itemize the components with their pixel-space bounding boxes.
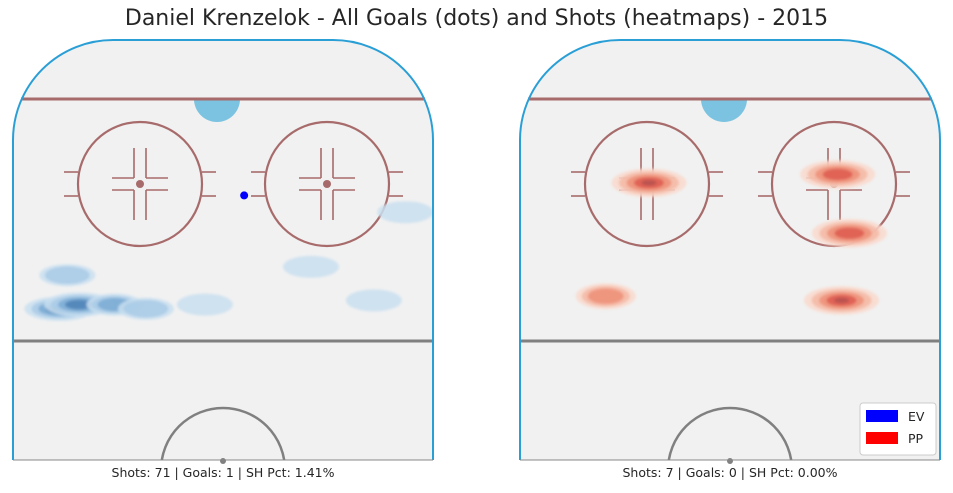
heat-contour [282, 255, 339, 278]
center-dot [220, 458, 226, 464]
center-circle [159, 406, 287, 460]
boards [519, 39, 941, 460]
center-circle [666, 406, 794, 460]
ice-surface [520, 40, 940, 460]
ice-surface [13, 40, 433, 460]
legend: EV PP [859, 402, 937, 456]
heat-contour [65, 299, 94, 310]
heat-contour [834, 297, 850, 304]
goal-dot [240, 191, 249, 200]
heat-contour [44, 266, 90, 285]
heat-contour [834, 227, 865, 239]
right-panel-caption: Shots: 7 | Goals: 0 | SH Pct: 0.00% [622, 465, 838, 480]
left-faceoff-circle [64, 120, 216, 248]
legend-label-pp: PP [908, 431, 924, 446]
legend-label-ev: EV [908, 409, 925, 424]
legend-swatch-ev [866, 410, 898, 422]
right-faceoff-circle [251, 120, 403, 248]
heat-contour [345, 289, 402, 312]
right-rink [519, 39, 941, 464]
heat-contour [822, 168, 853, 181]
boards [12, 39, 434, 460]
heat-contour [123, 300, 169, 318]
center-dot [727, 458, 733, 464]
heat-contour [176, 293, 233, 316]
heatmap-layer [575, 160, 887, 315]
legend-swatch-pp [866, 432, 898, 444]
heatmap-layer [24, 201, 433, 321]
chart-title: Daniel Krenzelok - All Goals (dots) and … [124, 6, 829, 31]
left-rink [12, 39, 434, 464]
heat-contour [377, 201, 433, 224]
heat-contour [587, 288, 624, 305]
goal-crease [701, 99, 747, 122]
heat-contour [641, 179, 657, 186]
left-panel-caption: Shots: 71 | Goals: 1 | SH Pct: 1.41% [111, 465, 335, 480]
goal-crease [194, 99, 240, 122]
